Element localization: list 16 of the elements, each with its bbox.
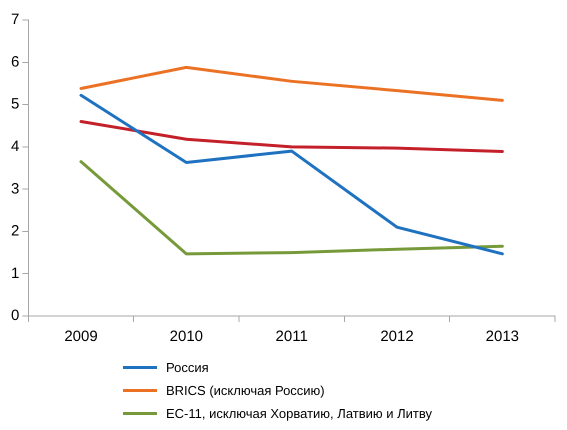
- y-tick-label: 2: [11, 222, 20, 240]
- legend-label: BRICS (исключая Россию): [166, 383, 325, 398]
- y-tick-label: 1: [11, 264, 20, 282]
- y-tick-label: 5: [11, 96, 20, 113]
- y-tick-label: 7: [11, 11, 20, 28]
- x-tick-label: 2011: [276, 328, 308, 346]
- x-tick-label: 2010: [170, 328, 204, 346]
- y-tick-label: 6: [11, 53, 20, 70]
- y-tick-label: 3: [11, 180, 20, 198]
- x-tick-label: 2013: [486, 328, 520, 346]
- x-tick-label: 2009: [64, 328, 98, 346]
- legend-label: ЕС-11, исключая Хорватию, Латвию и Литву: [166, 406, 432, 421]
- y-tick-label: 0: [11, 307, 20, 324]
- x-tick-label: 2012: [380, 328, 414, 346]
- legend-label: Россия: [166, 360, 209, 375]
- y-tick-label: 4: [11, 138, 20, 155]
